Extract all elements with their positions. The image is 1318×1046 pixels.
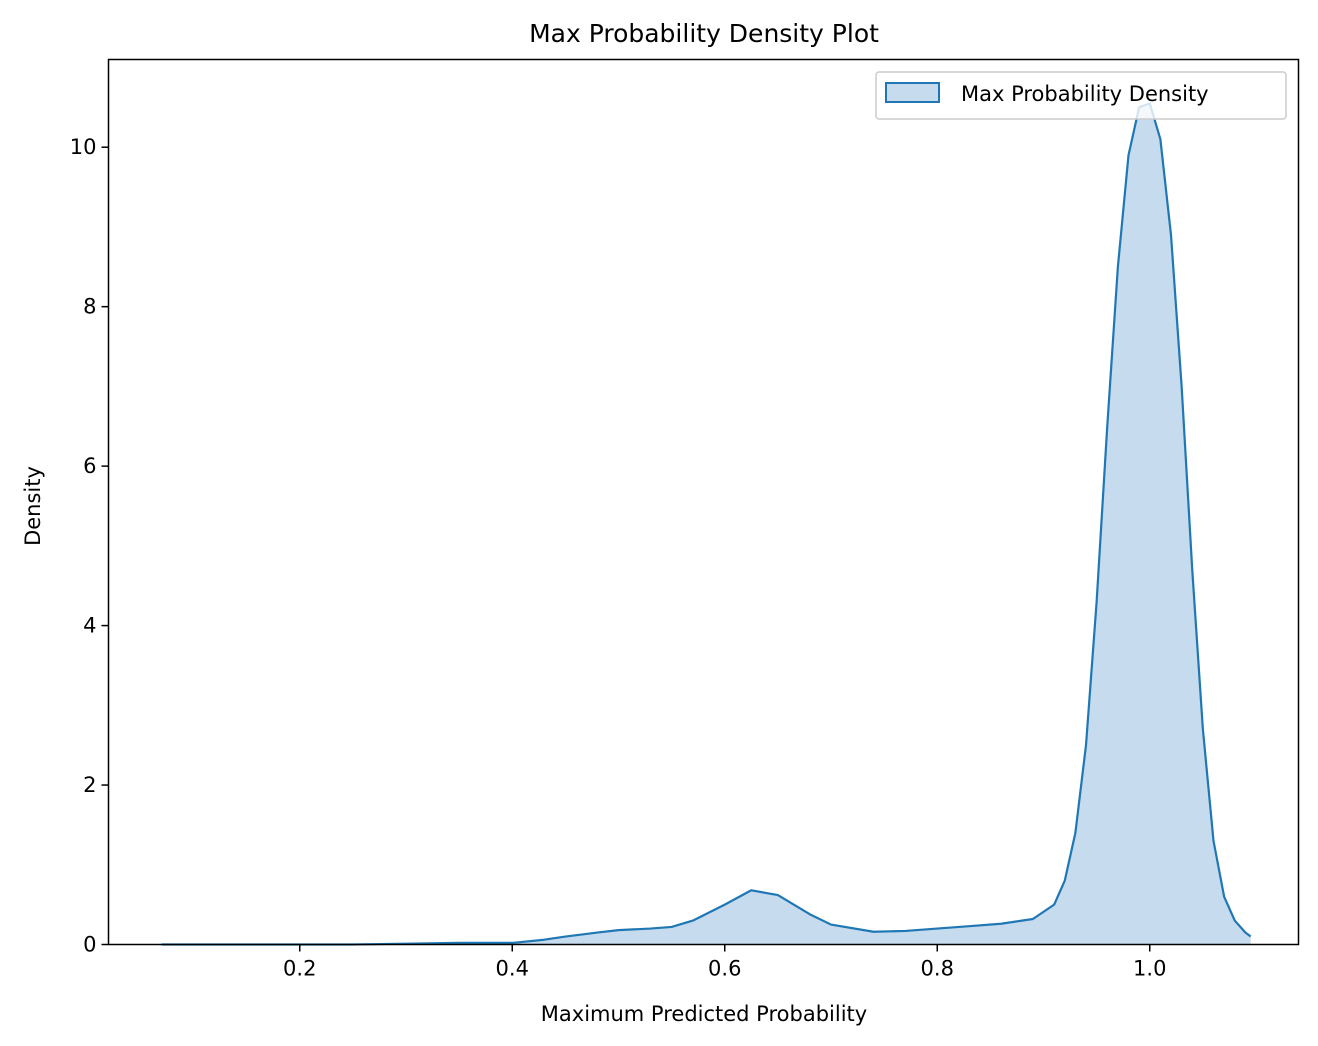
axes-frame xyxy=(107,58,1300,946)
chart-title: Max Probability Density Plot xyxy=(529,19,879,48)
x-tick-label: 0.2 xyxy=(283,957,316,981)
x-axis: 0.2 0.4 0.6 0.8 1.0 xyxy=(283,944,1166,981)
plot-area xyxy=(161,102,1252,946)
density-fill-series-0 xyxy=(161,103,1251,945)
y-axis: 0 2 4 6 8 10 xyxy=(70,135,109,957)
y-tick-label: 2 xyxy=(83,773,96,797)
y-tick-label: 10 xyxy=(70,135,97,159)
x-axis-label: Maximum Predicted Probability xyxy=(541,1002,867,1026)
legend-swatch xyxy=(885,82,940,103)
x-tick-label: 0.6 xyxy=(708,957,741,981)
density-line-series-0 xyxy=(161,102,1252,946)
legend-box xyxy=(875,71,1287,120)
y-tick-label: 8 xyxy=(83,295,96,319)
legend-label: Max Probability Density xyxy=(961,82,1209,106)
y-axis-label: Density xyxy=(21,466,45,546)
x-tick-label: 0.4 xyxy=(496,957,529,981)
y-tick-label: 0 xyxy=(83,933,96,957)
y-tick-label: 6 xyxy=(83,454,96,478)
x-tick-label: 1.0 xyxy=(1133,957,1166,981)
y-tick-label: 4 xyxy=(83,614,96,638)
x-tick-label: 0.8 xyxy=(921,957,954,981)
legend: Max Probability Density xyxy=(875,71,1287,120)
